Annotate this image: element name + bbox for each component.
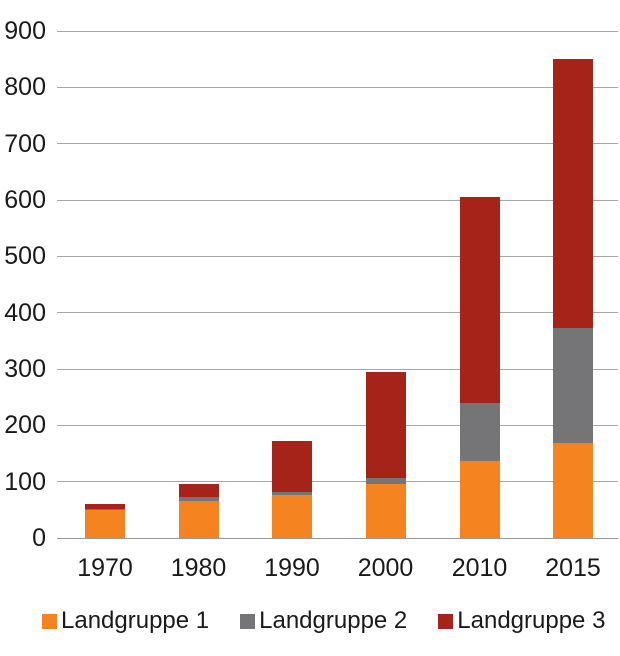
y-axis-tick-label: 900 <box>4 17 46 45</box>
bar-segment-1970-landgruppe-2 <box>85 509 125 511</box>
y-axis-tick-label: 700 <box>4 129 46 158</box>
bar-group-1990 <box>272 441 312 538</box>
y-axis-tick-label: 0 <box>32 524 46 552</box>
bar-segment-1980-landgruppe-3 <box>178 484 219 498</box>
bar-segment-2010-landgruppe-1 <box>459 460 500 538</box>
bar-group-2015 <box>553 59 593 538</box>
bar-segment-2000-landgruppe-3 <box>365 371 406 479</box>
y-axis-tick-label: 300 <box>4 355 46 383</box>
bar-segment-2000-landgruppe-1 <box>365 483 406 538</box>
legend-swatch-landgruppe-1 <box>42 613 57 629</box>
legend-item-landgruppe-2: Landgruppe 2 <box>240 607 407 635</box>
y-axis-tick-label: 800 <box>4 73 46 102</box>
y-axis-tick-label: 500 <box>4 242 46 271</box>
legend-swatch-landgruppe-2 <box>240 613 256 629</box>
x-axis-tick-label: 1980 <box>170 554 227 582</box>
y-axis-tick-label: 600 <box>4 186 46 214</box>
bar-group-2010 <box>459 197 500 538</box>
bar-segment-2015-landgruppe-3 <box>553 59 593 329</box>
bar-segment-2010-landgruppe-2 <box>459 402 500 461</box>
bar-segment-1990-landgruppe-1 <box>272 495 312 538</box>
y-axis-tick-label: 200 <box>4 411 46 440</box>
bar-segment-1980-landgruppe-2 <box>178 497 219 502</box>
bar-segment-2015-landgruppe-1 <box>553 443 593 538</box>
x-axis-tick-label: 1970 <box>77 554 133 582</box>
gridline <box>57 255 618 257</box>
legend-label-landgruppe-3: Landgruppe 3 <box>457 607 606 634</box>
gridline <box>57 368 618 370</box>
bar-group-2000 <box>365 371 406 538</box>
legend-item-landgruppe-1: Landgruppe 1 <box>42 607 209 635</box>
bar-segment-1990-landgruppe-3 <box>272 441 312 492</box>
legend-label-landgruppe-1: Landgruppe 1 <box>61 607 210 634</box>
x-axis-baseline <box>57 537 618 539</box>
legend: Landgruppe 1 Landgruppe 2 Landgruppe 3 <box>42 604 620 638</box>
x-axis-tick-label: 2015 <box>545 554 601 582</box>
gridline <box>57 312 618 314</box>
bar-group-1980 <box>178 484 219 538</box>
legend-item-landgruppe-3: Landgruppe 3 <box>438 607 605 635</box>
bar-segment-1970-landgruppe-3 <box>85 503 125 510</box>
bar-segment-2015-landgruppe-2 <box>553 328 593 444</box>
bar-segment-1980-landgruppe-1 <box>178 501 219 538</box>
legend-label-landgruppe-2: Landgruppe 2 <box>259 607 408 634</box>
x-axis-tick-label: 2000 <box>357 554 414 582</box>
bar-group-1970 <box>85 503 125 538</box>
bar-segment-1990-landgruppe-2 <box>272 491 312 496</box>
gridline <box>57 424 618 426</box>
legend-swatch-landgruppe-3 <box>438 613 454 629</box>
y-axis-tick-label: 100 <box>4 467 46 496</box>
gridline <box>57 30 618 32</box>
y-axis-tick-label: 400 <box>4 298 46 327</box>
gridline <box>57 481 618 483</box>
gridline <box>57 86 618 88</box>
bar-segment-2010-landgruppe-3 <box>459 197 500 403</box>
bar-segment-1970-landgruppe-1 <box>85 510 125 538</box>
bar-segment-2000-landgruppe-2 <box>365 478 406 484</box>
gridline <box>57 143 618 145</box>
x-axis-tick-label: 1990 <box>264 554 320 582</box>
x-axis-tick-label: 2010 <box>451 554 508 582</box>
gridline <box>57 199 618 201</box>
